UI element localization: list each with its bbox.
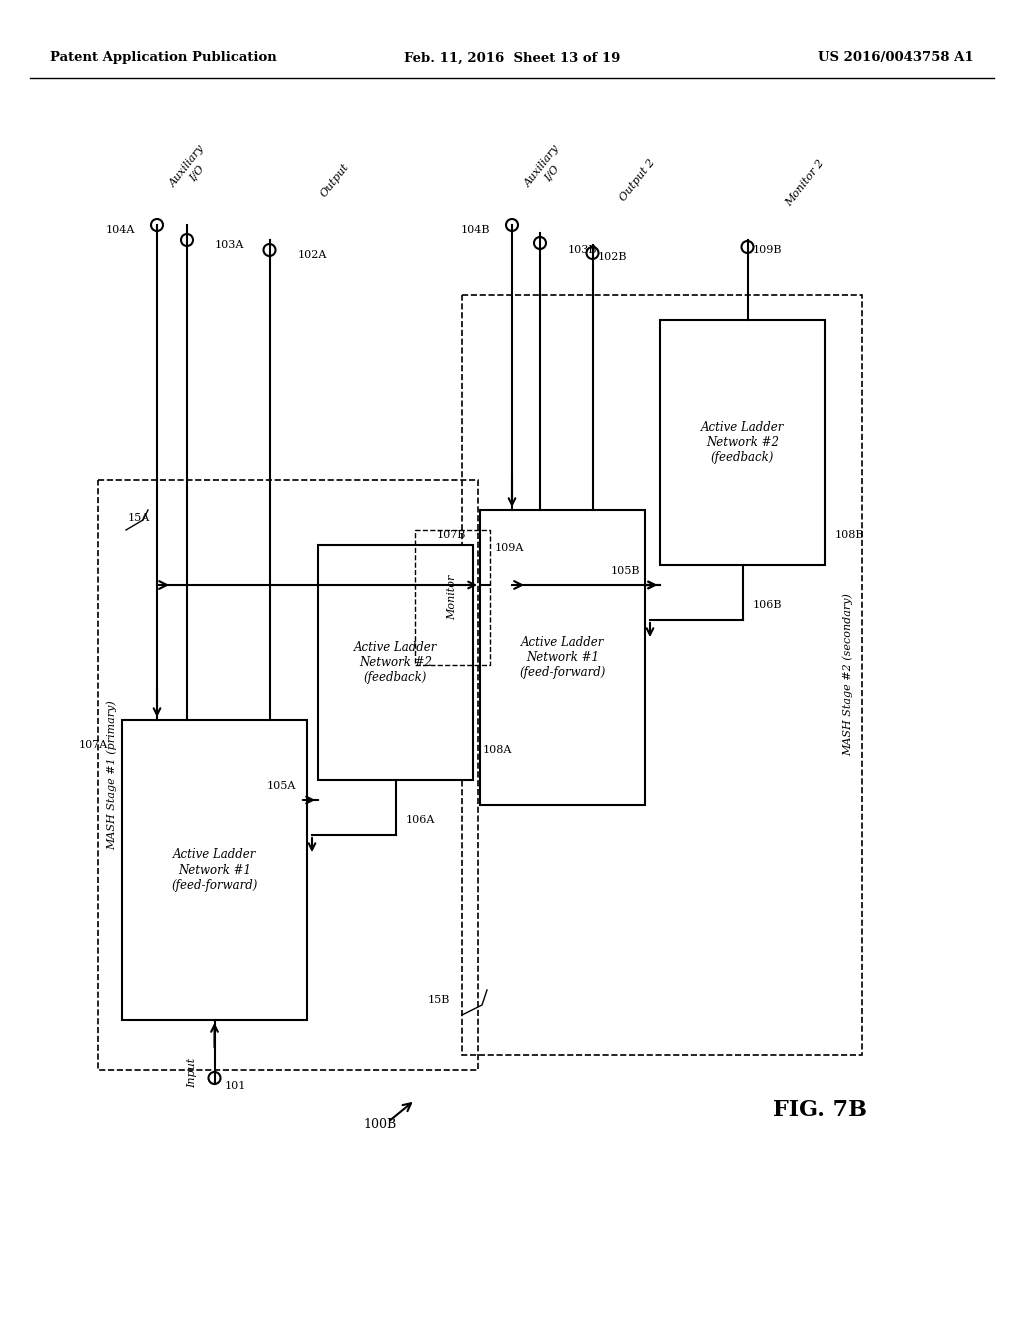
Text: 101: 101 bbox=[224, 1081, 246, 1092]
Bar bbox=[462, 294, 862, 1055]
Text: 107B: 107B bbox=[436, 531, 466, 540]
Text: 104B: 104B bbox=[461, 224, 490, 235]
Text: 109A: 109A bbox=[495, 543, 524, 553]
Text: 105B: 105B bbox=[610, 566, 640, 576]
Text: Feb. 11, 2016  Sheet 13 of 19: Feb. 11, 2016 Sheet 13 of 19 bbox=[403, 51, 621, 65]
Text: 103A: 103A bbox=[215, 240, 245, 249]
Text: 106B: 106B bbox=[753, 601, 782, 610]
Text: US 2016/0043758 A1: US 2016/0043758 A1 bbox=[818, 51, 974, 65]
Bar bbox=[122, 719, 307, 1020]
Text: Active Ladder
Network #1
(feed-forward): Active Ladder Network #1 (feed-forward) bbox=[519, 636, 605, 678]
Text: 102A: 102A bbox=[298, 249, 327, 260]
Text: Active Ladder
Network #2
(feedback): Active Ladder Network #2 (feedback) bbox=[700, 421, 784, 465]
Text: 15A: 15A bbox=[128, 513, 151, 523]
Text: Active Ladder
Network #1
(feed-forward): Active Ladder Network #1 (feed-forward) bbox=[171, 849, 258, 891]
Bar bbox=[415, 531, 490, 665]
Text: Patent Application Publication: Patent Application Publication bbox=[50, 51, 276, 65]
Text: 107A: 107A bbox=[79, 741, 108, 750]
Text: 108A: 108A bbox=[483, 744, 512, 755]
Text: Auxiliary
I/O: Auxiliary I/O bbox=[168, 144, 216, 197]
Text: 109B: 109B bbox=[753, 246, 782, 255]
Text: 105A: 105A bbox=[266, 781, 296, 791]
Text: 102B: 102B bbox=[597, 252, 627, 261]
Text: Monitor 2: Monitor 2 bbox=[784, 158, 826, 209]
Text: 103B: 103B bbox=[568, 246, 597, 255]
Bar bbox=[480, 510, 645, 805]
Text: Monitor: Monitor bbox=[447, 574, 458, 620]
Bar bbox=[318, 545, 473, 780]
Text: Output: Output bbox=[318, 161, 350, 198]
Text: 106A: 106A bbox=[406, 814, 435, 825]
Bar bbox=[660, 319, 825, 565]
Text: Input: Input bbox=[187, 1057, 198, 1088]
Text: 104A: 104A bbox=[105, 224, 135, 235]
Text: 108B: 108B bbox=[835, 531, 864, 540]
Text: Auxiliary
I/O: Auxiliary I/O bbox=[523, 144, 571, 197]
Text: 100B: 100B bbox=[364, 1118, 396, 1131]
Text: Active Ladder
Network #2
(feedback): Active Ladder Network #2 (feedback) bbox=[354, 642, 437, 684]
Text: MASH Stage #1 (primary): MASH Stage #1 (primary) bbox=[106, 700, 118, 850]
Text: 15B: 15B bbox=[428, 995, 450, 1005]
Text: MASH Stage #2 (secondary): MASH Stage #2 (secondary) bbox=[843, 594, 853, 756]
Bar bbox=[98, 480, 478, 1071]
Text: Output 2: Output 2 bbox=[618, 157, 656, 203]
Text: FIG. 7B: FIG. 7B bbox=[773, 1100, 867, 1121]
